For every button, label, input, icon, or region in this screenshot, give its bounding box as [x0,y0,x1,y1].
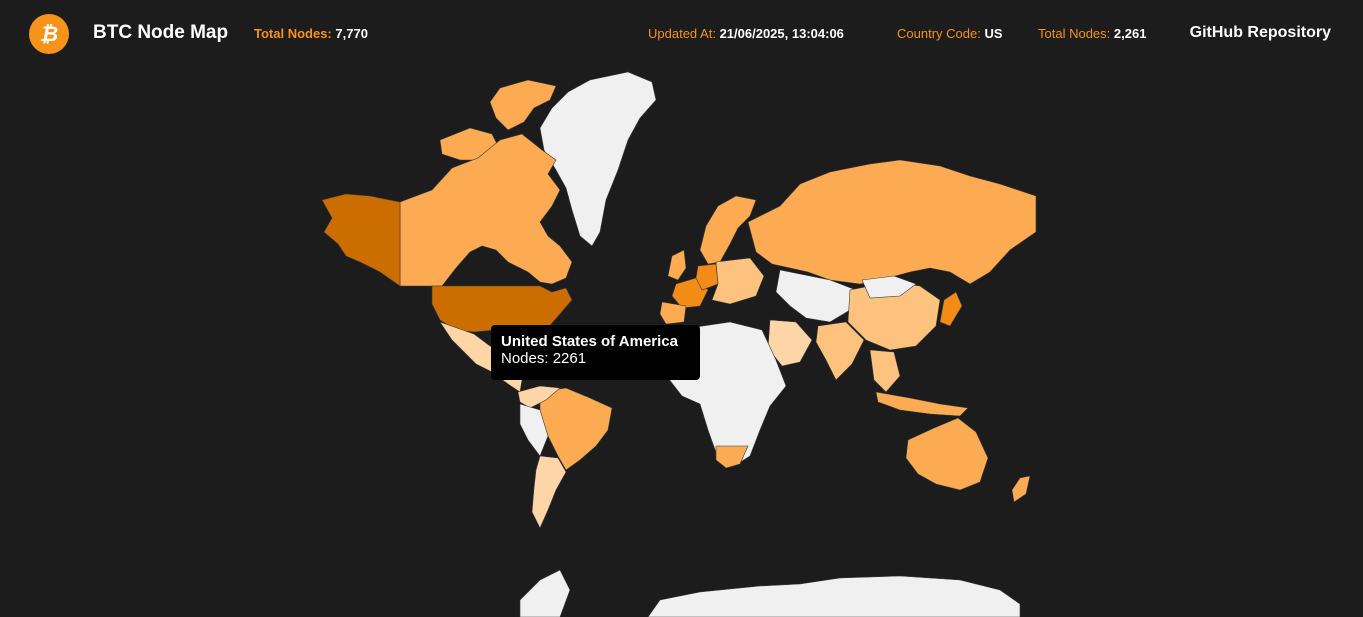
country-code-value: US [984,26,1003,41]
country-japan[interactable] [939,291,963,327]
country-russia[interactable] [747,159,1037,285]
country-eastern-europe[interactable] [711,257,765,305]
country-indonesia[interactable] [875,391,969,417]
total-nodes-label: Total Nodes: [254,26,332,41]
country-argentina[interactable] [531,455,567,529]
country-mongolia[interactable] [861,275,917,299]
country-total-nodes-value: 2,261 [1113,26,1147,41]
total-nodes-value: 7,770 [335,26,368,41]
total-nodes-stat: Total Nodes: 7,770 [254,26,368,41]
country-colombia-venezuela[interactable] [517,385,561,409]
country-united-kingdom[interactable] [667,249,687,281]
country-scandinavia[interactable] [699,195,757,265]
svg-text:₿: ₿ [40,23,58,46]
world-map[interactable] [0,68,1363,617]
country-greenland[interactable] [539,71,657,247]
country-spain[interactable] [659,301,687,325]
country-south-africa[interactable] [715,445,749,469]
country-germany[interactable] [695,263,719,291]
country-alaska[interactable] [321,193,401,287]
country-code-stat: Country Code: US [897,26,1003,41]
country-antarctica-peninsula[interactable] [519,569,571,617]
country-canada-islands[interactable] [489,79,557,131]
country-antarctica[interactable] [647,575,1021,617]
country-code-label: Country Code: [897,26,981,41]
country-canada[interactable] [399,133,573,287]
country-australia[interactable] [905,417,989,491]
country-india[interactable] [815,321,865,381]
country-new-zealand[interactable] [1011,475,1031,503]
bitcoin-icon: ₿ [29,14,69,54]
updated-at-value: 21/06/2025, 13:04:06 [719,26,844,41]
updated-at-stat: Updated At: 21/06/2025, 13:04:06 [648,26,844,41]
top-bar: ₿ BTC Node Map Total Nodes: 7,770 Update… [0,0,1363,68]
country-southeast-asia[interactable] [869,349,901,393]
country-total-nodes-stat: Total Nodes: 2,261 [1038,26,1146,41]
app-title: BTC Node Map [93,22,229,43]
country-tooltip: United States of America Nodes: 2261 [491,325,700,380]
tooltip-node-count: Nodes: 2261 [501,350,587,367]
country-total-nodes-label: Total Nodes: [1038,26,1111,41]
github-repository-link[interactable]: GitHub Repository [1189,24,1331,41]
updated-at-label: Updated At: [648,26,716,41]
country-central-asia[interactable] [775,269,857,323]
tooltip-country-name: United States of America [501,333,678,350]
